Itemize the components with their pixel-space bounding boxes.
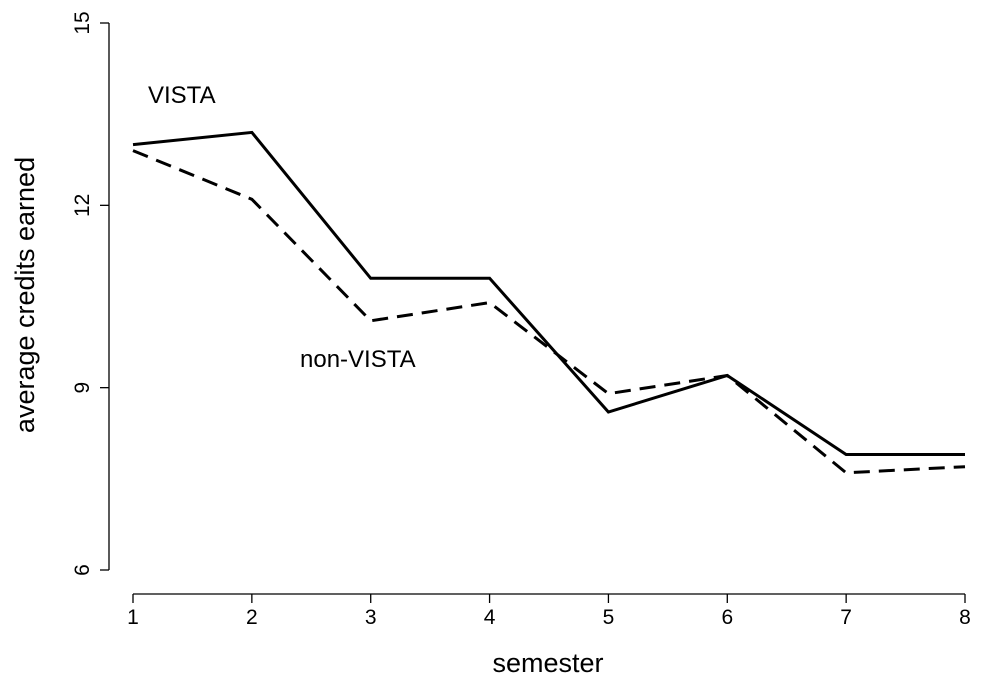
x-tick-label-5: 5 [603, 606, 615, 629]
x-tick-label-4: 4 [484, 606, 496, 629]
y-tick-label-9: 9 [71, 382, 94, 394]
y-tick-label-6: 6 [71, 564, 94, 576]
x-tick-label-2: 2 [246, 606, 258, 629]
x-tick-label-1: 1 [127, 606, 139, 629]
series-label-vista: VISTA [148, 82, 216, 109]
x-axis: 1 2 3 4 5 6 7 8 [127, 593, 971, 629]
series-layer [132, 130, 966, 475]
y-tick-label-15: 15 [71, 11, 94, 34]
x-tick-label-3: 3 [365, 606, 377, 629]
x-axis-title: semester [492, 648, 603, 678]
y-tick-label-12: 12 [71, 194, 94, 217]
x-tick-label-7: 7 [840, 606, 852, 629]
y-axis-title: average credits earned [10, 157, 40, 433]
x-tick-label-6: 6 [721, 606, 733, 629]
x-tick-label-8: 8 [959, 606, 971, 629]
series-line-vista [132, 130, 965, 456]
series-line-non-vista [132, 149, 966, 475]
series-label-non-vista: non-VISTA [300, 346, 416, 373]
y-axis: 6 9 12 15 [71, 11, 110, 576]
